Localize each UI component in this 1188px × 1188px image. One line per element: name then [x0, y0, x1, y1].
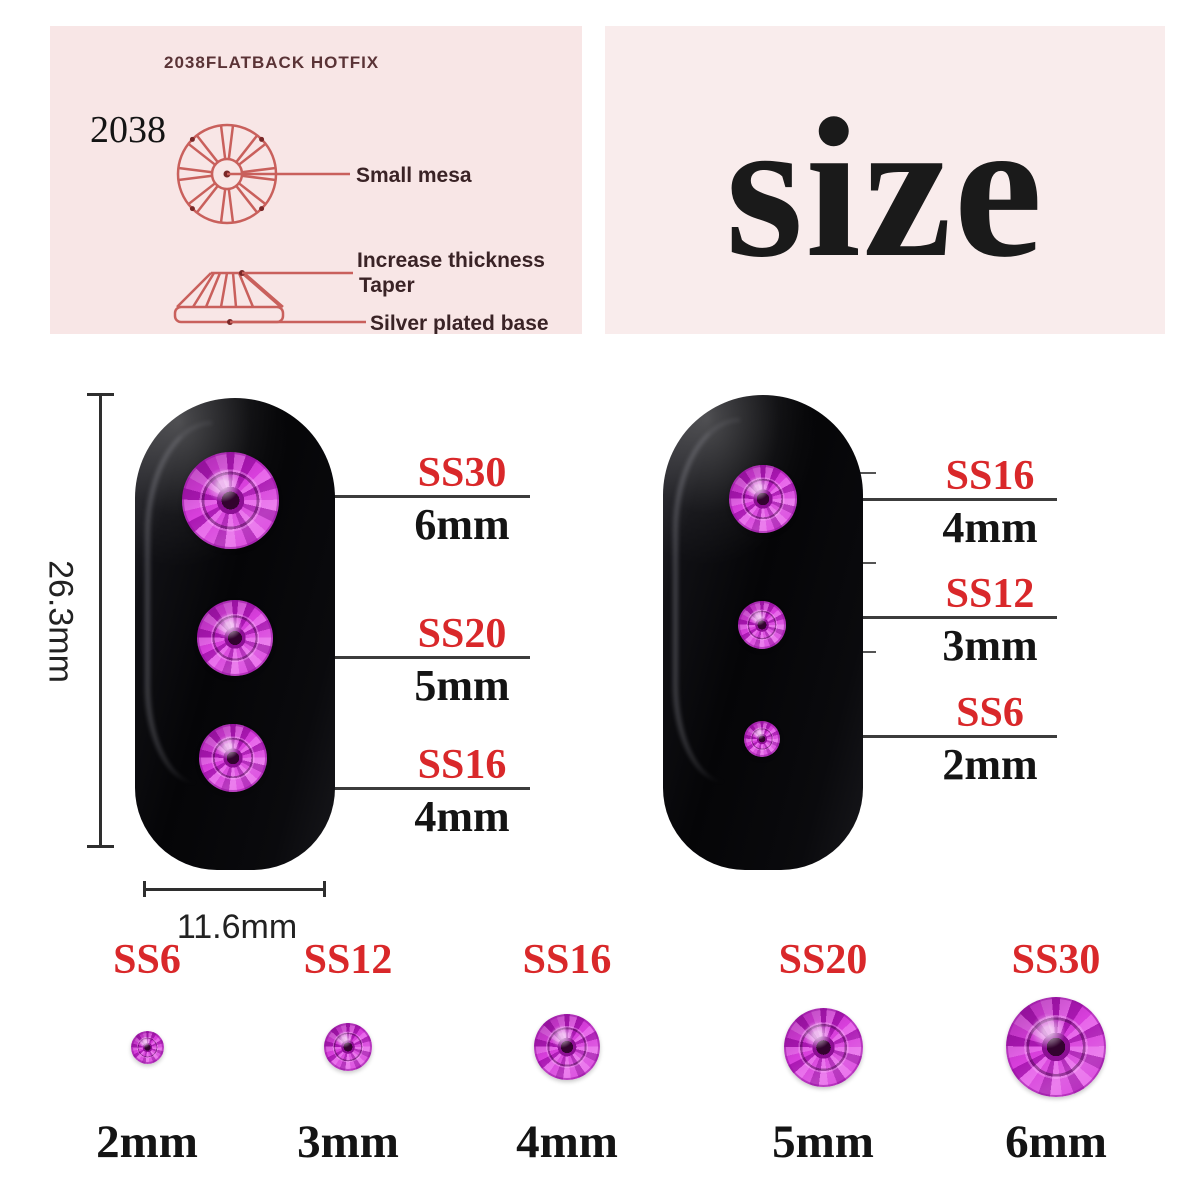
side-label-base: Silver plated base — [370, 312, 549, 334]
callout-ss20-mm: 5mm — [414, 661, 510, 710]
rhinestone-right-ss12 — [738, 601, 786, 649]
callout-ss12-size: SS12 — [945, 571, 1035, 617]
callout-ss12-mm: 3mm — [942, 621, 1038, 670]
stone-side-view-diagram — [173, 270, 366, 325]
callout-ss20-size: SS20 — [417, 611, 507, 657]
callout-ss30-size: SS30 — [417, 450, 507, 496]
chart-4mm-label: 4mm — [516, 1116, 618, 1168]
callout-ss6-mm: 2mm — [942, 740, 1038, 789]
callout-line-ss20 — [310, 656, 530, 659]
chart-ss30-label: SS30 — [1011, 937, 1101, 983]
size-title: size — [725, 78, 1045, 299]
height-dimension-line — [99, 394, 102, 847]
callout-line-ss12 — [845, 616, 1057, 619]
chart-ss6-label: SS6 — [113, 937, 181, 983]
rhinestone-right-ss6 — [744, 721, 780, 757]
spec-title: 2038FLATBACK HOTFIX — [164, 53, 379, 72]
edge-tick-3 — [858, 651, 876, 653]
rhinestone-left-ss20 — [197, 600, 273, 676]
chart-2mm-label: 2mm — [96, 1116, 198, 1168]
callout-ss16-left-size: SS16 — [417, 742, 507, 788]
nail-width-label: 11.6mm — [176, 908, 298, 946]
side-label-thickness: Increase thickness — [357, 249, 545, 272]
chart-ss16-label: SS16 — [522, 937, 612, 983]
chart-5mm-label: 5mm — [772, 1116, 874, 1168]
height-dimension-cap-bottom — [87, 845, 114, 848]
chart-rhinestone-ss12 — [324, 1023, 372, 1071]
chart-ss12-label: SS12 — [303, 937, 393, 983]
rhinestone-left-ss30 — [182, 452, 279, 549]
callout-line-ss30 — [310, 495, 530, 498]
edge-tick-1 — [858, 472, 876, 474]
callout-ss16-left-mm: 4mm — [414, 792, 510, 841]
chart-rhinestone-ss16 — [534, 1014, 600, 1080]
width-dimension-cap-left — [143, 881, 146, 897]
callout-line-ss16-right — [845, 498, 1057, 501]
model-number: 2038 — [90, 109, 166, 151]
rhinestone-right-ss16 — [729, 465, 797, 533]
width-dimension-cap-right — [323, 881, 326, 897]
callout-line-ss16-left — [310, 787, 530, 790]
stone-top-view-diagram — [176, 123, 350, 225]
chart-6mm-label: 6mm — [1005, 1116, 1107, 1168]
callout-ss16-right-mm: 4mm — [942, 503, 1038, 552]
chart-rhinestone-ss30 — [1006, 997, 1106, 1097]
callout-ss30-mm: 6mm — [414, 500, 510, 549]
nail-height-label: 26.3mm — [41, 560, 80, 683]
top-view-label: Small mesa — [356, 164, 472, 187]
edge-tick-2 — [858, 562, 876, 564]
rhinestone-left-ss16 — [199, 724, 267, 792]
spec-diagram: 2038FLATBACK HOTFIX 2038 Small mesa — [90, 53, 549, 334]
width-dimension-line — [143, 888, 326, 891]
callout-line-ss6 — [845, 735, 1057, 738]
chart-ss20-label: SS20 — [778, 937, 868, 983]
chart-rhinestone-ss6 — [131, 1031, 164, 1064]
size-panel: size — [605, 26, 1165, 334]
side-label-taper: Taper — [359, 274, 415, 297]
height-dimension-cap-top — [87, 393, 114, 396]
callout-ss6-size: SS6 — [956, 690, 1024, 736]
spec-panel: 2038FLATBACK HOTFIX 2038 Small mesa — [50, 26, 582, 334]
callout-ss16-right-size: SS16 — [945, 453, 1035, 499]
chart-3mm-label: 3mm — [297, 1116, 399, 1168]
chart-rhinestone-ss20 — [784, 1008, 863, 1087]
